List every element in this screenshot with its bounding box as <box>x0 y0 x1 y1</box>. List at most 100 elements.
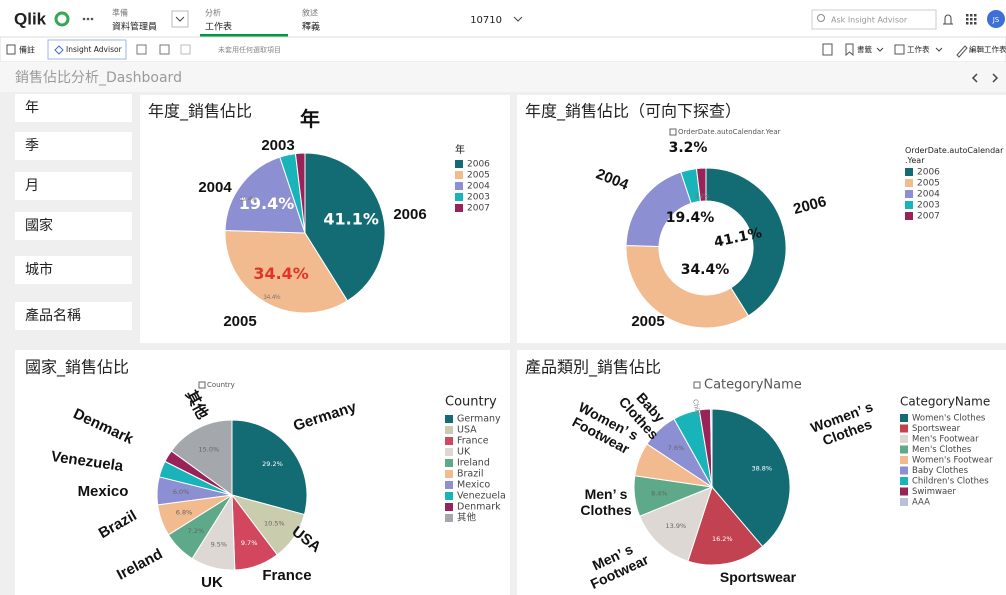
bell-icon[interactable] <box>943 14 953 25</box>
pie-slice <box>710 408 713 488</box>
app-name[interactable]: 10710 <box>470 15 502 26</box>
annotation-line: 19.4% <box>239 197 257 203</box>
legend-swatch <box>900 477 908 485</box>
pie-slice <box>625 244 750 329</box>
annotation-line: 2005 <box>223 313 256 330</box>
legend-swatch <box>445 470 453 478</box>
dropdown[interactable] <box>171 10 189 28</box>
dimension-label: Country <box>207 381 235 389</box>
value-label: 8.4% <box>651 489 668 497</box>
legend-label: Venezuela <box>457 491 506 502</box>
legend-label: France <box>457 436 489 447</box>
legend-label: USA <box>457 425 477 436</box>
nav-label: 準備 <box>112 8 128 18</box>
avatar[interactable] <box>987 10 1005 28</box>
value-label: 7.6% <box>668 444 685 452</box>
annotation: Men’ s Clothes <box>580 486 632 518</box>
notes-icon <box>6 44 16 55</box>
legend-label: 2007 <box>467 204 490 214</box>
legend-swatch <box>445 437 453 445</box>
annotation-line: UK <box>201 574 223 591</box>
pie-slice <box>231 419 308 516</box>
search-box[interactable] <box>811 9 937 30</box>
notes-button[interactable]: 備註 <box>19 45 35 55</box>
legend-swatch <box>905 179 913 187</box>
legend-swatch <box>900 456 908 464</box>
value-label: 13.9% <box>665 522 686 530</box>
sheet-icon <box>894 44 905 55</box>
legend-label: 2005 <box>917 179 940 189</box>
legend-swatch <box>455 160 463 168</box>
annotation: 2005 <box>631 313 664 330</box>
sheet-title: 銷售佔比分析_Dashboard <box>15 70 182 86</box>
nav-item[interactable]: 釋義 <box>302 21 320 33</box>
apps-icon[interactable] <box>966 14 977 25</box>
filter-box[interactable] <box>15 256 132 284</box>
chart-icon[interactable] <box>822 43 833 56</box>
dimension-icon <box>198 381 206 389</box>
annotation-line: Men’ s <box>585 486 628 502</box>
nav-item[interactable]: 工作表 <box>205 21 232 33</box>
tool-icon[interactable] <box>136 44 147 55</box>
bookmarks-button[interactable]: 書籤 <box>857 44 872 54</box>
pie-slice <box>639 486 713 562</box>
legend-title: Country <box>445 395 497 410</box>
legend-title-line: OrderDate.autoCalendar <box>905 146 1004 155</box>
annotation-line: 2003 <box>261 137 294 154</box>
annotation-line: France <box>262 567 311 584</box>
active-tab <box>200 34 288 37</box>
annotation-line: 2006 <box>393 206 426 223</box>
annotation: 19.4% <box>239 197 257 203</box>
legend-label: 其他 <box>457 512 477 524</box>
annotation-line: 年 <box>300 107 320 131</box>
previous-sheet[interactable] <box>971 73 978 83</box>
chevron[interactable] <box>513 16 523 22</box>
legend-label: 2004 <box>917 190 940 200</box>
legend-label: 2004 <box>467 182 490 192</box>
pie-slice <box>170 419 233 496</box>
nav-label: 敘述 <box>302 8 318 18</box>
legend-swatch <box>905 190 913 198</box>
legend-label: UK <box>457 447 471 458</box>
value-label: 38.8% <box>751 465 772 473</box>
legend-title: OrderDate.autoCalendar .Year <box>905 146 1004 165</box>
edit-button[interactable]: 編輯工作表 <box>969 44 1006 54</box>
more-menu[interactable] <box>82 17 94 21</box>
insight-button[interactable]: Insight Advisor <box>66 45 123 54</box>
pie-slice <box>695 167 707 202</box>
annotation: Child... <box>691 399 702 422</box>
filter-box[interactable] <box>15 172 132 200</box>
annotation: 3.2% <box>695 194 709 200</box>
pie-slice <box>224 156 306 234</box>
pie-slice <box>224 229 349 314</box>
legend-swatch <box>900 487 908 496</box>
value-label: 10.5% <box>264 520 285 528</box>
insight-button-frame[interactable] <box>47 39 127 60</box>
logo: Qlik <box>14 9 47 28</box>
annotation: 年 <box>300 107 320 131</box>
insight-icon <box>54 45 64 55</box>
filter-box[interactable] <box>15 212 132 240</box>
filter-box[interactable] <box>15 132 132 160</box>
legend-swatch <box>445 492 453 500</box>
filter-box[interactable] <box>15 302 132 330</box>
nav-item[interactable]: 資料管理員 <box>112 21 157 33</box>
legend-swatch <box>445 459 453 467</box>
legend-swatch <box>900 466 908 475</box>
legend-label: Women's Footwear <box>912 456 993 466</box>
tool-icon[interactable] <box>180 44 191 55</box>
selections-status: 未套用任何選取項目 <box>218 45 281 54</box>
legend-swatch <box>905 168 913 176</box>
tool-icon[interactable] <box>159 44 170 55</box>
legend-label: Mexico <box>457 480 490 491</box>
sheets-button[interactable]: 工作表 <box>907 44 930 54</box>
annotation-line: Sportswear <box>720 569 797 585</box>
legend-swatch <box>900 445 908 454</box>
filter-label: 產品名稱 <box>25 307 81 324</box>
value-label: 34.4% <box>253 264 309 283</box>
filter-box[interactable] <box>15 94 132 122</box>
dimension-label: CategoryName <box>704 378 802 393</box>
next-sheet[interactable] <box>992 73 999 83</box>
filter-label: 城市 <box>25 261 53 278</box>
